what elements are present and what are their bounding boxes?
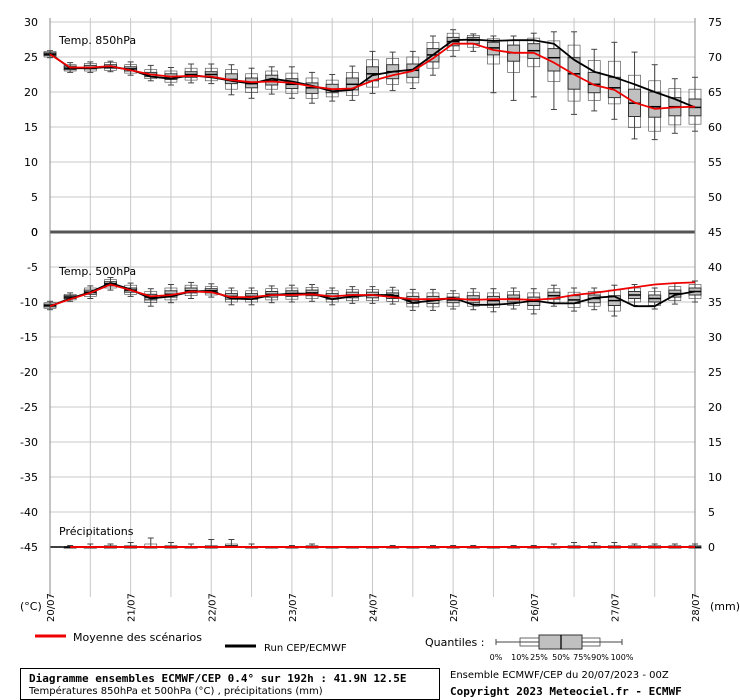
right-tick-label: 25 — [708, 366, 722, 379]
right-tick-label: 20 — [708, 401, 722, 414]
left-tick-label: -25 — [20, 401, 38, 414]
legend-quantile-tick: 90% — [591, 653, 609, 662]
box-850hpa — [587, 48, 601, 112]
left-tick-label: 5 — [31, 191, 38, 204]
right-tick-label: 10 — [708, 471, 722, 484]
run-line-850 — [49, 38, 696, 109]
left-tick-label: 10 — [24, 156, 38, 169]
box-850hpa — [648, 64, 662, 141]
box-500hpa — [184, 281, 198, 299]
legend-quantile-tick: 25% — [530, 653, 548, 662]
legend-quantile-tick: 50% — [552, 653, 570, 662]
right-tick-label: 60 — [708, 121, 722, 134]
x-day-label: 25/07 — [449, 593, 460, 622]
grid-lines — [49, 18, 696, 597]
legend-quantile-tick: 0% — [490, 653, 503, 662]
legend-quantile-tick: 75% — [573, 653, 591, 662]
left-tick-label: -35 — [20, 471, 38, 484]
box-850hpa — [486, 35, 500, 94]
box-850hpa — [204, 63, 218, 85]
box-850hpa — [345, 65, 359, 101]
right-tick-label: 50 — [708, 191, 722, 204]
left-tick-label: 0 — [31, 226, 38, 239]
legend-quantile-tick: 10% — [511, 653, 529, 662]
x-day-label: 21/07 — [127, 593, 138, 622]
box-precip — [224, 539, 238, 548]
right-tick-label: 35 — [708, 296, 722, 309]
box-850hpa — [366, 50, 379, 94]
box-500hpa — [648, 287, 662, 310]
right-tick-label: 15 — [708, 436, 722, 449]
mean-line-850 — [49, 42, 696, 110]
left-tick-label: 0 — [31, 226, 38, 239]
box-850hpa — [507, 35, 521, 101]
copyright: Copyright 2023 Meteociel.fr - ECMWF — [450, 685, 682, 698]
x-day-label: 23/07 — [288, 593, 299, 622]
legend-run-label: Run CEP/ECMWF — [264, 643, 347, 654]
legend-quantile-tick: 100% — [611, 653, 634, 662]
left-tick-label: -30 — [20, 436, 38, 449]
right-tick-label: 40 — [708, 261, 722, 274]
panel-850-title: Temp. 850hPa — [58, 34, 136, 47]
right-tick-label: 70 — [708, 51, 722, 64]
left-tick-label: -40 — [20, 506, 38, 519]
box-850hpa — [527, 32, 541, 98]
right-tick-label: 5 — [708, 506, 715, 519]
left-tick-label: -5 — [27, 261, 38, 274]
x-day-label: 26/07 — [530, 593, 541, 622]
right-tick-label: 55 — [708, 156, 722, 169]
box-850hpa — [668, 78, 682, 134]
box-850hpa — [184, 63, 198, 84]
left-tick-label: -10 — [20, 296, 38, 309]
x-day-label: 24/07 — [369, 593, 380, 622]
right-tick-label: 65 — [708, 86, 722, 99]
box-850hpa — [607, 41, 621, 120]
left-tick-label: 20 — [24, 86, 38, 99]
left-tick-label: 15 — [24, 121, 38, 134]
legend-quantiles-label: Quantiles : — [425, 636, 484, 649]
footer-subtitle: Températures 850hPa et 500hPa (°C) , pré… — [29, 686, 323, 697]
mean-line-500 — [49, 281, 696, 308]
legend-mean-label: Moyenne des scénarios — [73, 631, 202, 644]
right-tick-label: 45 — [708, 226, 722, 239]
left-tick-label: 30 — [24, 16, 38, 29]
left-tick-label: 25 — [24, 51, 38, 64]
box-850hpa — [446, 29, 460, 57]
run-info: Ensemble ECMWF/CEP du 20/07/2023 - 00Z — [450, 670, 669, 681]
footer-title: Diagramme ensembles ECMWF/CEP 0.4° sur 1… — [29, 672, 407, 685]
right-unit-label: (mm) — [710, 600, 740, 613]
left-tick-label: -15 — [20, 331, 38, 344]
panel-precip-title: Précipitations — [59, 525, 134, 538]
axis-labels: 0 5 10 15 20 25 30 -45 -40 -35 -30 -25 -20 -15 -10 -5 0 4… — [20, 16, 722, 622]
legend-quantile-box: 0% 10% 25% 50% 75% 90% 100% — [490, 634, 634, 662]
left-tick-label: -20 — [20, 366, 38, 379]
box-500hpa — [567, 287, 581, 312]
left-tick-label: -45 — [20, 541, 38, 554]
box-850hpa — [628, 51, 642, 140]
footer-title-box: Diagramme ensembles ECMWF/CEP 0.4° sur 1… — [20, 668, 440, 700]
right-tick-label: 30 — [708, 331, 722, 344]
x-day-label: 28/07 — [691, 593, 702, 622]
box-500hpa — [486, 288, 500, 313]
left-unit-label: (°C) — [20, 600, 42, 613]
iqr-box — [648, 91, 662, 118]
x-day-label: 22/07 — [207, 593, 218, 622]
x-day-label: 20/07 — [46, 593, 57, 622]
box-850hpa — [567, 31, 581, 115]
panel-500-title: Temp. 500hPa — [58, 265, 136, 278]
chart-marks — [43, 29, 702, 549]
box-850hpa — [688, 76, 702, 132]
box-850hpa — [466, 33, 480, 52]
right-tick-label: 75 — [708, 16, 722, 29]
x-day-label: 27/07 — [610, 593, 621, 622]
right-tick-label: 0 — [708, 541, 715, 554]
